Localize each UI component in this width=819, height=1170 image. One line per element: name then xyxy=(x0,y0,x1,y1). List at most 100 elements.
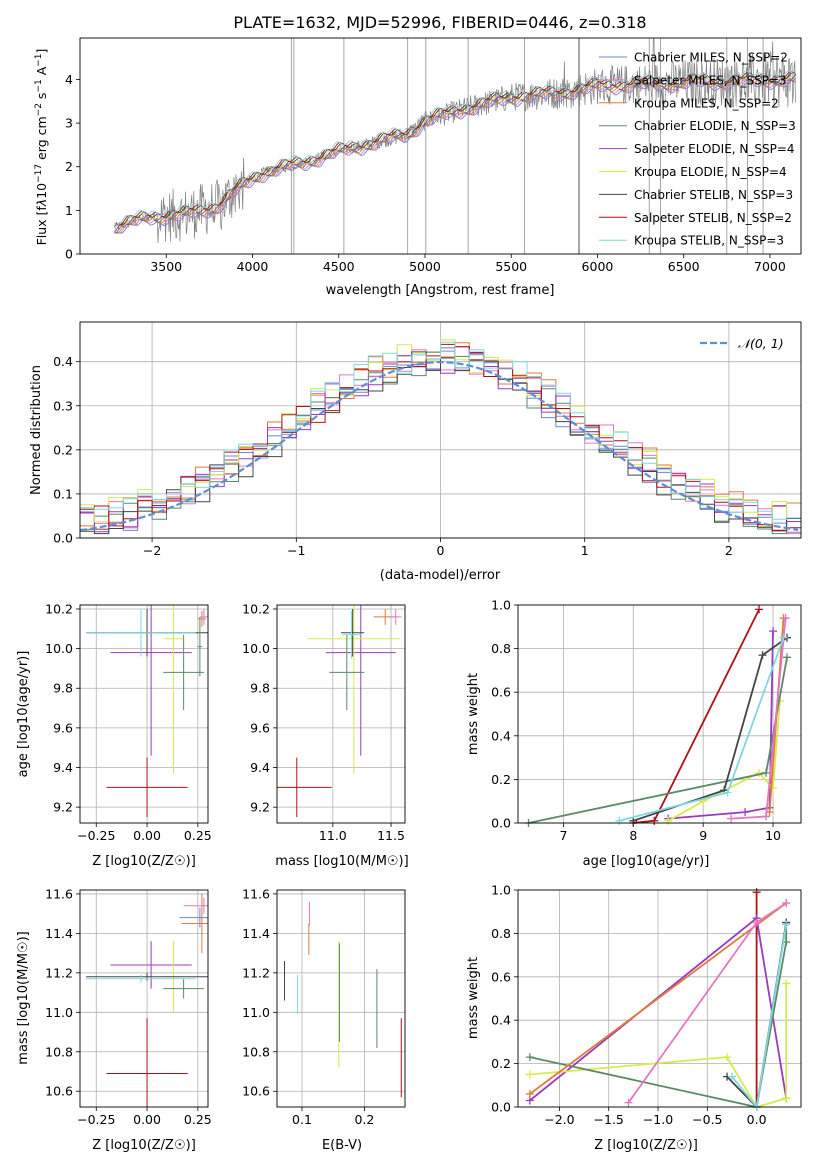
x-tick-label: 11.5 xyxy=(377,828,405,843)
x-tick-label: 7000 xyxy=(754,259,786,274)
legend-label: Kroupa STELIB, N_SSP=3 xyxy=(634,234,784,248)
y-tick-label: 0.0 xyxy=(491,1100,511,1115)
y-tick-label: 10.8 xyxy=(242,1044,270,1059)
y-tick-label: 1 xyxy=(65,203,73,218)
residual-x-axis-label: (data-model)/error xyxy=(380,568,501,583)
x-tick-label: 4000 xyxy=(237,259,269,274)
y-tick-label: 10.0 xyxy=(45,641,73,656)
x-tick-label: 9 xyxy=(699,828,707,843)
model-spectrum-line xyxy=(114,70,796,226)
legend-label: Salpeter MILES, N_SSP=3 xyxy=(634,73,787,87)
x-tick-label: 11.0 xyxy=(319,828,347,843)
y-tick-label: 9.2 xyxy=(53,800,73,815)
residual-histogram-panel: −2 −1 0 1 2 0.0 0.1 0.2 0.3 0.4 𝒩(0, 1) xyxy=(53,321,802,558)
y-tick-label: 9.6 xyxy=(250,720,270,735)
p3-y-axis-label: age [log10(age/yr)] xyxy=(16,651,31,778)
x-tick-label: −1.5 xyxy=(594,1112,624,1127)
y-tick-label: 9.6 xyxy=(53,720,73,735)
p5-y-axis-label: mass weight xyxy=(466,673,481,755)
mass-weight-marker xyxy=(755,605,764,614)
mass-weight-marker xyxy=(723,788,732,797)
y-tick-label: 0.2 xyxy=(491,1056,511,1071)
y-tick-label: 11.6 xyxy=(45,886,73,901)
x-tick-label: 3500 xyxy=(150,259,182,274)
residual-histogram xyxy=(80,341,801,520)
axes-frame xyxy=(517,604,802,824)
y-tick-label: 10.6 xyxy=(45,1084,73,1099)
legend-label: Kroupa MILES, N_SSP=2 xyxy=(634,96,779,110)
mass-weight-marker xyxy=(727,814,736,823)
mass-weight-marker xyxy=(752,918,761,927)
x-tick-label: −0.5 xyxy=(692,1112,722,1127)
x-tick-label: 6000 xyxy=(582,259,614,274)
mass-vs-extinction-panel: 0.1 0.2 10.6 10.8 11.0 11.2 11.4 11.6 xyxy=(242,886,406,1127)
axes-frame xyxy=(276,889,406,1108)
y-tick-label: 0.8 xyxy=(491,641,511,656)
mass-weight-marker xyxy=(762,812,771,821)
mass-weight-marker xyxy=(615,816,624,825)
y-tick-label: 0.4 xyxy=(53,354,73,369)
axes-frame xyxy=(79,889,209,1108)
x-tick-label: 8 xyxy=(629,828,637,843)
axes-frame xyxy=(79,604,209,824)
mass-weight-marker xyxy=(525,1089,534,1098)
mass-weight-marker xyxy=(783,653,792,662)
y-tick-label: 3 xyxy=(65,116,73,131)
model-spectrum-line xyxy=(114,77,797,234)
weight-vs-age-panel: 7 8 9 10 0.0 0.2 0.4 0.6 0.8 1.0 xyxy=(491,598,802,843)
mass-weight-marker xyxy=(779,633,788,642)
x-tick-label: 2 xyxy=(725,543,733,558)
mass-weight-marker xyxy=(525,1070,534,1079)
y-tick-label: 4 xyxy=(65,72,73,87)
y-tick-label: 10.0 xyxy=(242,641,270,656)
mass-weight-marker xyxy=(723,1053,732,1062)
mass-weight-marker xyxy=(758,651,767,660)
y-tick-label: 0.1 xyxy=(53,486,73,501)
mass-weight-marker xyxy=(755,768,764,777)
mass-weight-marker xyxy=(741,808,750,817)
mass-weight-marker xyxy=(782,899,791,908)
p4-x-axis-label: mass [log10(M/M☉)] xyxy=(275,854,408,869)
mass-weight-marker xyxy=(769,784,778,793)
p8-y-axis-label: mass weight xyxy=(466,957,481,1039)
mass-weight-marker xyxy=(781,614,790,623)
legend-label: Chabrier ELODIE, N_SSP=3 xyxy=(634,119,796,133)
axes-frame xyxy=(79,37,802,255)
x-tick-label: 0.25 xyxy=(184,1112,212,1127)
x-tick-label: 0.2 xyxy=(354,1112,374,1127)
legend-label: Chabrier MILES, N_SSP=2 xyxy=(634,51,788,65)
legend-label: 𝒩(0, 1) xyxy=(738,336,784,351)
mass-weight-line xyxy=(668,631,774,820)
y-tick-label: 0.8 xyxy=(491,926,511,941)
y-tick-label: 2 xyxy=(65,159,73,174)
errorbar-plot-area xyxy=(86,893,208,1107)
model-spectrum-line xyxy=(114,74,797,233)
y-tick-label: 10.6 xyxy=(242,1084,270,1099)
y-tick-label: 9.4 xyxy=(250,760,270,775)
mass-vs-metallicity-panel: −0.25 0.00 0.25 10.6 10.8 11.0 11.2 11.4 11.6 xyxy=(45,886,212,1127)
p7-x-axis-label: E(B-V) xyxy=(322,1138,362,1153)
y-tick-label: 0.2 xyxy=(53,442,73,457)
mass-weight-marker xyxy=(525,1053,534,1062)
residual-plot-area xyxy=(80,339,801,535)
p8-x-axis-label: Z [log10(Z/Z☉)] xyxy=(594,1138,698,1153)
y-tick-label: 0.6 xyxy=(491,969,511,984)
x-tick-label: 7 xyxy=(559,828,567,843)
errorbar-plot-area xyxy=(277,605,402,818)
mass-weight-marker xyxy=(629,816,638,825)
legend-label: Salpeter STELIB, N_SSP=2 xyxy=(634,211,792,225)
spectrum-plot-area xyxy=(114,38,797,254)
y-tick-label: 10.2 xyxy=(45,601,73,616)
spectrum-y-axis-label: Flux [fλ10−17 erg cm−2 s−1 A−1] xyxy=(34,49,49,246)
y-tick-label: 11.4 xyxy=(242,926,270,941)
age-vs-metallicity-panel: −0.25 0.00 0.25 9.2 9.4 9.6 9.8 10.0 10.2 xyxy=(45,601,212,843)
x-tick-label: 10 xyxy=(765,828,781,843)
mass-weight-marker xyxy=(727,1072,736,1081)
normal-distribution-curve xyxy=(80,360,799,532)
y-tick-label: 11.2 xyxy=(242,965,270,980)
x-tick-label: −1.0 xyxy=(643,1112,673,1127)
x-tick-label: 4500 xyxy=(323,259,355,274)
y-tick-label: 9.8 xyxy=(53,681,73,696)
mass-weight-marker xyxy=(782,1094,791,1103)
mass-weight-marker xyxy=(782,920,791,929)
